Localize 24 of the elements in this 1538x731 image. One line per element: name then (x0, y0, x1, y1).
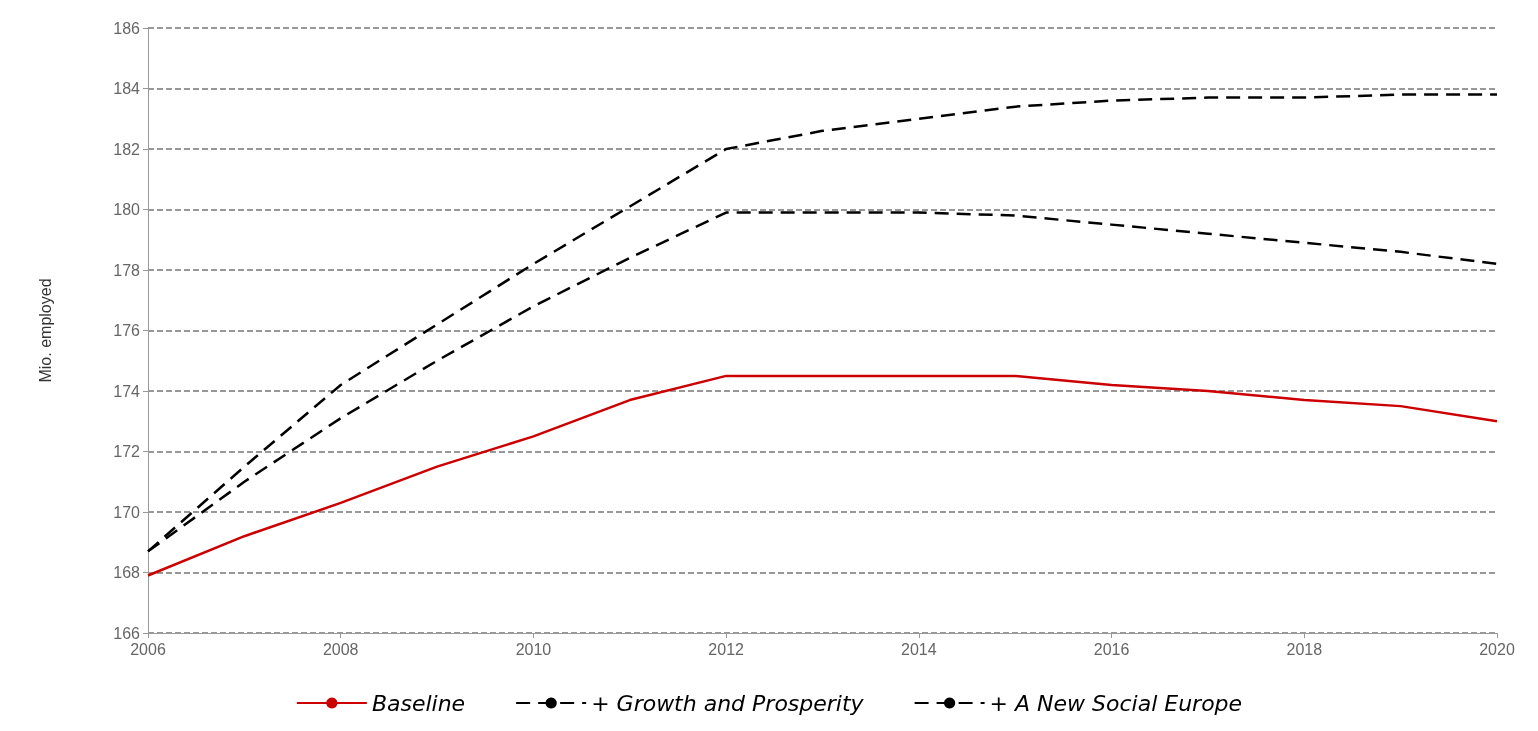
y-tick-label: 180 (113, 201, 141, 218)
y-tick-label: 178 (113, 261, 141, 279)
y-tick-label: 170 (113, 503, 141, 521)
y-axis-title: Mio. employed (36, 278, 54, 383)
x-tick-label: 2012 (708, 640, 745, 658)
legend-label: + Growth and Prosperity (591, 690, 865, 716)
y-tick-label: 184 (113, 80, 141, 97)
x-tick-label: 2020 (1479, 640, 1515, 658)
x-tick-label: 2010 (515, 640, 552, 658)
legend-label: Baseline (371, 690, 466, 716)
x-tick-label: 2006 (130, 640, 166, 658)
x-tick-label: 2014 (901, 640, 937, 658)
y-tick-label: 176 (113, 322, 141, 339)
y-tick-label: 182 (113, 140, 141, 158)
x-tick-label: 2018 (1286, 640, 1323, 658)
x-tick-label: 2016 (1093, 640, 1130, 658)
y-tick-label: 174 (113, 382, 141, 400)
y-tick-label: 166 (113, 624, 141, 642)
legend-label: + A New Social Europe (989, 690, 1243, 716)
x-tick-label: 2008 (322, 640, 359, 658)
y-tick-label: 172 (113, 443, 141, 460)
y-tick-label: 168 (113, 564, 141, 581)
y-tick-label: 186 (113, 19, 141, 37)
line-series (146, 374, 1499, 577)
